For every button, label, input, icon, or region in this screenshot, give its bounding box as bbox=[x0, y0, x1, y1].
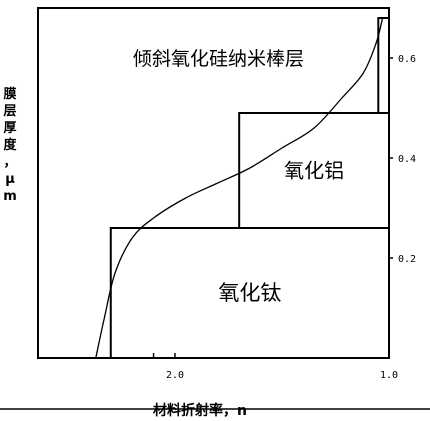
layer-block-2 bbox=[238, 112, 390, 229]
y-axis-label-char-3: 厚 bbox=[3, 120, 16, 136]
y-tick-label-2: 0.4 bbox=[398, 154, 416, 165]
index-profile-curve bbox=[95, 17, 384, 359]
layer-block-3 bbox=[377, 17, 390, 114]
y-tick-label-3: 0.6 bbox=[398, 54, 416, 65]
x-tick-label-2: 1.0 bbox=[380, 370, 398, 381]
y-axis-label-char-6: μ bbox=[5, 172, 15, 187]
y-axis-label-char-2: 层 bbox=[3, 104, 16, 119]
layer-label-2: 氧化铝 bbox=[284, 159, 344, 183]
y-tick-label-1: 0.2 bbox=[398, 254, 416, 265]
y-axis-label-char-5: ， bbox=[3, 155, 16, 170]
x-axis-label: 材料折射率，n bbox=[153, 402, 247, 419]
x-tick-label-1: 2.0 bbox=[166, 370, 184, 381]
y-axis-label-char-4: 度 bbox=[3, 137, 17, 153]
layer-label-3: 倾斜氧化硅纳米棒层 bbox=[133, 48, 304, 70]
layer-label-1: 氧化钛 bbox=[218, 281, 281, 305]
y-axis-label-char-1: 膜 bbox=[3, 86, 16, 102]
y-axis-label-char-7: m bbox=[3, 189, 17, 204]
